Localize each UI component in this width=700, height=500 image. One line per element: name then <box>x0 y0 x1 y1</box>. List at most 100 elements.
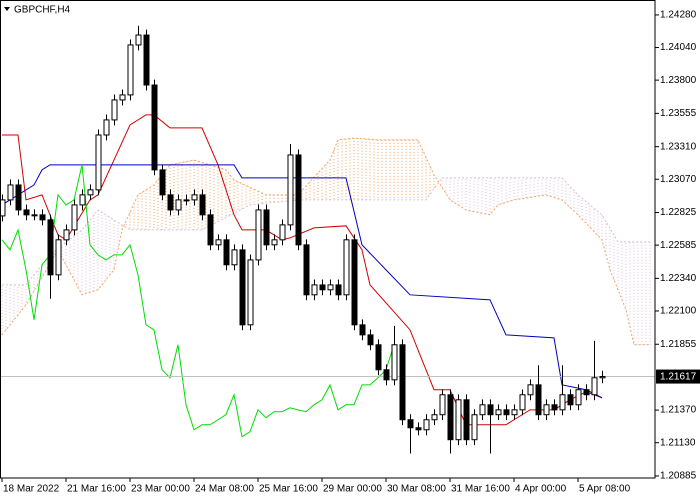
candle-body <box>463 399 470 441</box>
y-tick-label: 1.23070 <box>660 174 697 185</box>
y-tick-label: 1.21130 <box>660 437 696 448</box>
x-tick-label: 4 Apr 00:00 <box>515 484 567 495</box>
candle-body <box>159 169 166 196</box>
candle-body <box>15 184 22 211</box>
indicator-line <box>1 164 603 399</box>
candle-body <box>287 154 294 226</box>
candle-body <box>599 376 606 379</box>
candle-body <box>39 214 46 221</box>
candle-body <box>87 189 94 196</box>
y-tick-label: 1.24040 <box>660 42 697 53</box>
chart-title: GBPCHF,H4 <box>14 5 71 16</box>
candle-body <box>439 394 446 416</box>
candle-body <box>511 409 518 416</box>
candle-body <box>183 199 190 202</box>
y-tick-label: 1.24280 <box>660 10 697 21</box>
candle-body <box>151 84 158 171</box>
candle-body <box>311 284 318 296</box>
candle-body <box>471 414 478 441</box>
candle-body <box>127 44 134 96</box>
candle-body <box>583 389 590 396</box>
candle-body <box>255 209 262 261</box>
candle-body <box>95 134 102 191</box>
candle-body <box>479 404 486 416</box>
candle-body <box>359 324 366 336</box>
candle-body <box>303 244 310 296</box>
candle-body <box>79 194 86 206</box>
y-tick-label: 1.23555 <box>660 108 697 119</box>
candle-body <box>0 199 6 217</box>
candle-body <box>503 409 510 416</box>
candle-body <box>335 284 342 296</box>
candle-body <box>199 194 206 216</box>
candle-body <box>103 119 110 136</box>
x-tick-label: 24 Mar 08:00 <box>195 484 254 495</box>
candle-body <box>319 284 326 291</box>
candle-body <box>543 404 550 416</box>
candle-body <box>527 384 534 396</box>
y-tick-label: 1.22585 <box>660 240 697 251</box>
x-tick-label: 29 Mar 00:00 <box>323 484 382 495</box>
candle-body <box>31 214 38 217</box>
candle-body <box>271 239 278 246</box>
current-price-label: 1.21617 <box>660 372 697 383</box>
candle-body <box>383 369 390 381</box>
menu-triangle <box>4 7 10 11</box>
y-tick-label: 1.22340 <box>660 273 697 284</box>
candle-body <box>327 284 334 291</box>
y-tick-label: 1.23310 <box>660 141 697 152</box>
candle-body <box>391 344 398 381</box>
candle-body <box>367 334 374 346</box>
plot-frame <box>0 0 656 479</box>
candle-body <box>215 239 222 246</box>
y-tick-label: 1.20885 <box>660 471 697 482</box>
candle-body <box>487 404 494 416</box>
candle-body <box>175 199 182 211</box>
y-tick-label: 1.23800 <box>660 75 697 86</box>
x-tick-label: 30 Mar 08:00 <box>387 484 446 495</box>
candle-body <box>223 239 230 266</box>
candle-body <box>295 154 302 246</box>
candle-body <box>7 184 14 201</box>
candle-body <box>455 399 462 441</box>
indicator-line <box>1 164 395 438</box>
candle-body <box>415 427 422 431</box>
candle-body <box>63 229 70 241</box>
candle-body <box>575 389 582 406</box>
candle-body <box>263 209 270 246</box>
candle-body <box>423 419 430 431</box>
candle-body <box>535 384 542 416</box>
x-tick-label: 5 Apr 08:00 <box>579 484 631 495</box>
candle-body <box>207 214 214 246</box>
x-tick-label: 23 Mar 00:00 <box>131 484 190 495</box>
y-tick-label: 1.22100 <box>660 306 697 317</box>
candle-body <box>135 34 142 46</box>
candle-body <box>399 344 406 421</box>
x-tick-label: 31 Mar 16:00 <box>451 484 510 495</box>
candle-body <box>447 394 454 441</box>
candle-body <box>231 249 238 266</box>
candle-body <box>167 194 174 211</box>
plot-area <box>0 25 655 454</box>
candle-body <box>343 239 350 296</box>
x-tick-label: 18 Mar 2022 <box>3 484 60 495</box>
candle-body <box>495 409 502 416</box>
x-tick-label: 21 Mar 16:00 <box>67 484 126 495</box>
candle-body <box>239 249 246 326</box>
x-tick-label: 25 Mar 16:00 <box>259 484 318 495</box>
candle-body <box>71 204 78 231</box>
candle-body <box>567 394 574 406</box>
candle-body <box>47 219 54 276</box>
candle-body <box>143 34 150 86</box>
current-price-box <box>656 369 700 384</box>
candle-body <box>23 209 30 216</box>
candle-body <box>431 414 438 421</box>
candle-body <box>351 239 358 326</box>
candle-body <box>551 404 558 411</box>
candle-body <box>591 377 598 396</box>
candle-body <box>55 239 62 276</box>
candle-body <box>519 394 526 411</box>
